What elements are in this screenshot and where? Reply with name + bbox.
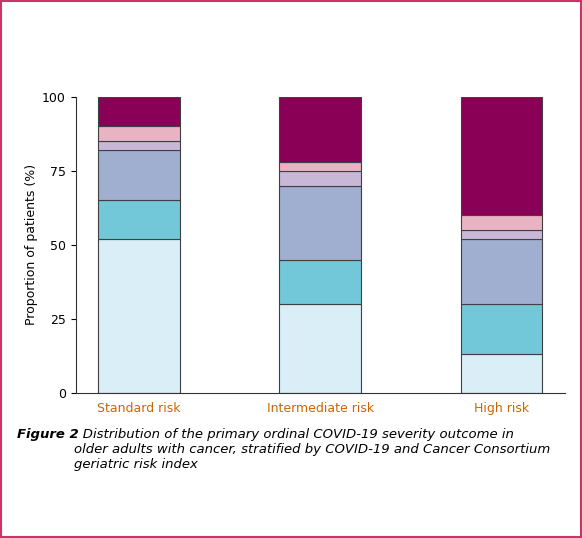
Bar [98, 141, 179, 150]
Y-axis label: Proportion of patients (%): Proportion of patients (%) [25, 164, 38, 325]
Bar [98, 126, 179, 141]
Bar [98, 239, 179, 393]
Bar [461, 239, 542, 304]
Text: : Distribution of the primary ordinal COVID-19 severity outcome in
older adults : : Distribution of the primary ordinal CO… [74, 428, 551, 471]
Bar [461, 304, 542, 354]
Bar [279, 162, 361, 171]
Text: Figure 2: Figure 2 [17, 428, 79, 441]
Bar [461, 215, 542, 230]
Bar [279, 260, 361, 304]
Bar [279, 97, 361, 162]
Bar [461, 354, 542, 393]
Bar [98, 97, 179, 126]
Bar [98, 200, 179, 239]
Bar [279, 171, 361, 186]
Bar [279, 186, 361, 260]
Bar [98, 150, 179, 200]
Bar [461, 97, 542, 215]
Bar [279, 304, 361, 393]
Bar [461, 230, 542, 239]
